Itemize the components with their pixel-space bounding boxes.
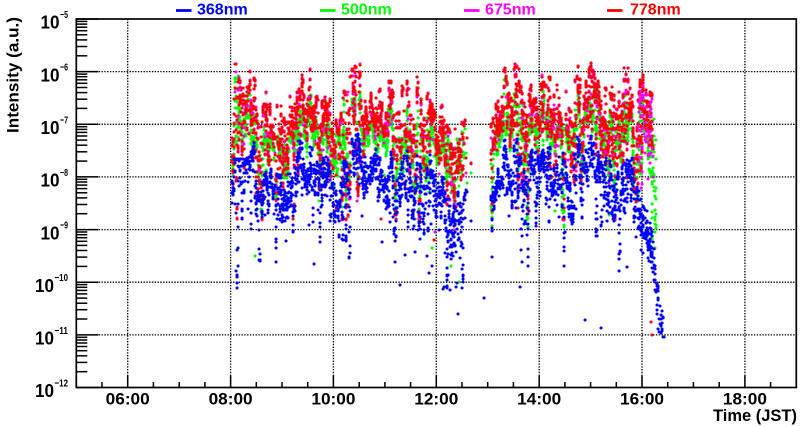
svg-text:368nm: 368nm — [197, 2, 248, 19]
svg-text:16:00: 16:00 — [620, 391, 664, 409]
svg-text:−11: −11 — [55, 325, 69, 337]
svg-text:Time (JST): Time (JST) — [713, 407, 797, 425]
svg-text:14:00: 14:00 — [517, 391, 561, 409]
svg-text:06:00: 06:00 — [106, 391, 150, 409]
svg-text:10: 10 — [41, 171, 60, 191]
svg-text:10: 10 — [35, 329, 54, 349]
svg-text:10: 10 — [41, 223, 60, 243]
svg-text:Intensity (a.u.): Intensity (a.u.) — [5, 17, 23, 133]
svg-text:10:00: 10:00 — [311, 391, 355, 409]
svg-text:18:00: 18:00 — [723, 391, 767, 409]
svg-text:12:00: 12:00 — [414, 391, 458, 409]
svg-text:10: 10 — [35, 381, 54, 401]
svg-text:−12: −12 — [55, 378, 69, 390]
svg-text:10: 10 — [41, 118, 60, 138]
svg-text:−7: −7 — [60, 114, 68, 126]
svg-text:10: 10 — [41, 65, 60, 85]
svg-text:−6: −6 — [60, 62, 68, 74]
svg-text:10: 10 — [41, 13, 60, 33]
svg-text:10: 10 — [35, 276, 54, 296]
svg-text:675nm: 675nm — [485, 2, 536, 19]
svg-text:−5: −5 — [60, 9, 68, 21]
svg-text:778nm: 778nm — [630, 2, 681, 19]
svg-text:500nm: 500nm — [341, 2, 392, 19]
svg-text:−9: −9 — [60, 220, 68, 232]
svg-text:−10: −10 — [55, 272, 69, 284]
svg-text:08:00: 08:00 — [209, 391, 253, 409]
svg-text:−8: −8 — [60, 167, 68, 179]
